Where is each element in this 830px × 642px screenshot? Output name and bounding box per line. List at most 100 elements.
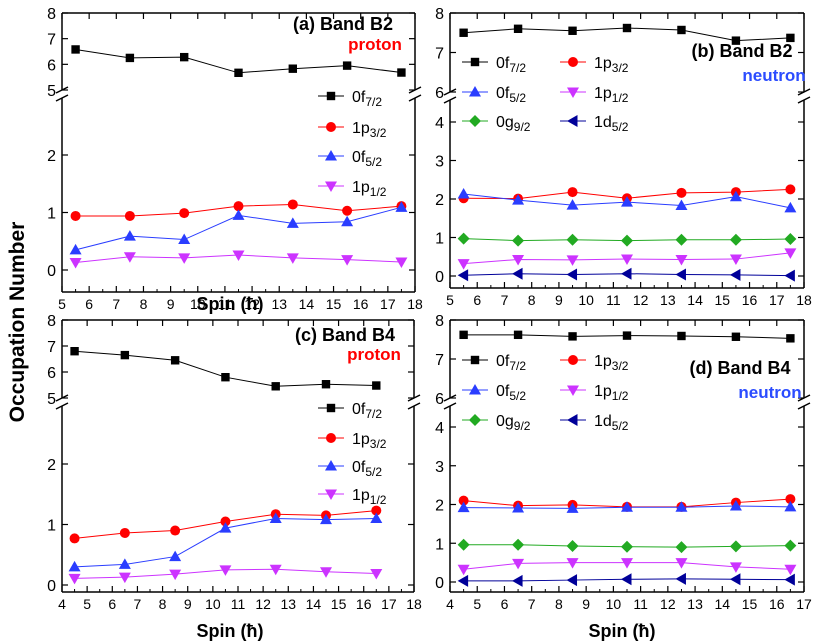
x-tick-label: 4 [58,596,66,612]
y-tick-label-upper: 5 [47,391,56,408]
xlabel-top-left: Spin (ħ) [197,294,264,314]
x-tick-label: 7 [112,296,120,312]
x-tick-label: 17 [380,296,396,312]
data-point [269,564,282,576]
panel-title: (c) Band B4 [295,325,395,345]
data-point [566,199,579,210]
data-point [566,255,579,266]
panel-subtitle: proton [348,35,402,54]
legend-label: 0f7/2 [496,55,526,75]
data-point [220,516,231,527]
legend-label: 0g9/2 [496,114,531,134]
data-point [512,254,525,266]
x-tick-label: 12 [244,296,260,312]
legend-marker [567,414,578,426]
data-point [567,187,578,198]
legend-label: 0f5/2 [352,149,382,169]
axis-break-mark [55,94,69,102]
legend-label: 0f5/2 [496,85,526,105]
x-tick-label: 13 [687,596,703,612]
data-point [219,522,232,533]
data-point [512,558,525,570]
legend-marker [326,433,336,443]
data-point [169,550,182,562]
axis-break-mark [797,402,811,410]
data-point [675,572,686,585]
data-point [288,64,298,73]
data-point [784,233,797,246]
y-tick-label-lower: 2 [435,192,444,209]
panel-c: 4 5 6 7 8 9 10 11 12 13 14 15 16 17 1856780120f7/21p3/… [47,313,422,612]
data-point [676,187,687,198]
axis-break-mark [443,96,457,104]
legend-label: 1p1/2 [594,383,629,403]
data-point [675,541,688,554]
data-point [269,512,282,523]
data-point [731,36,741,45]
x-tick-label: 7 [501,292,509,308]
data-point [784,201,797,213]
data-point [621,196,633,207]
legend-label: 1p3/2 [594,55,629,75]
panel-title: (b) Band B2 [692,41,793,61]
data-point [287,199,298,210]
data-point [675,233,688,246]
x-tick-label: 11 [218,296,233,312]
data-point [622,331,632,340]
x-tick-label: 9 [582,596,590,612]
data-point [621,254,633,266]
x-tick-label: 7 [134,596,142,612]
data-point [321,380,331,389]
x-tick-label: 13 [660,292,676,308]
x-tick-label: 13 [271,296,287,312]
x-tick-label: 5 [473,596,481,612]
x-tick-label: 11 [606,292,621,308]
data-point [170,525,181,536]
x-tick-label: 5 [446,292,454,308]
legend-label: 1p1/2 [352,487,387,507]
data-point [457,232,470,245]
data-point [786,33,795,43]
x-tick-label: 17 [796,596,812,612]
data-point [731,332,741,341]
data-point [512,234,525,247]
legend-marker [568,57,578,67]
y-tick-label-upper: 8 [47,6,56,23]
data-point [69,243,82,255]
panel-subtitle: neutron [738,383,801,402]
legend-marker [469,86,481,97]
data-point [397,68,406,77]
x-tick-label: 9 [184,596,192,612]
legend-label: 0f7/2 [352,89,382,109]
x-tick-label: 12 [660,596,676,612]
axis-break-mark [443,402,457,410]
data-point [70,347,79,356]
data-point [786,334,795,343]
data-point [621,234,633,247]
data-point [457,564,470,576]
data-point [459,28,468,37]
data-point [729,540,742,553]
data-point [566,233,579,246]
x-tick-label: 6 [85,296,93,312]
data-point [513,330,523,340]
data-point [286,217,299,228]
data-point [677,331,686,341]
y-tick-label-lower: 1 [47,206,56,223]
data-point [71,45,80,54]
data-point [622,23,632,33]
x-tick-label: 17 [381,596,397,612]
x-tick-label: 5 [58,296,66,312]
data-point [320,513,332,525]
data-point [69,258,82,269]
y-tick-label-lower: 1 [435,231,444,248]
legend-marker [469,384,481,395]
legend-marker [325,181,337,192]
data-point [68,573,81,585]
x-tick-label: 15 [326,296,342,312]
axis-break-mark [408,94,422,102]
data-point [341,255,354,266]
data-point [457,574,469,587]
x-tick-label: 12 [255,596,271,612]
